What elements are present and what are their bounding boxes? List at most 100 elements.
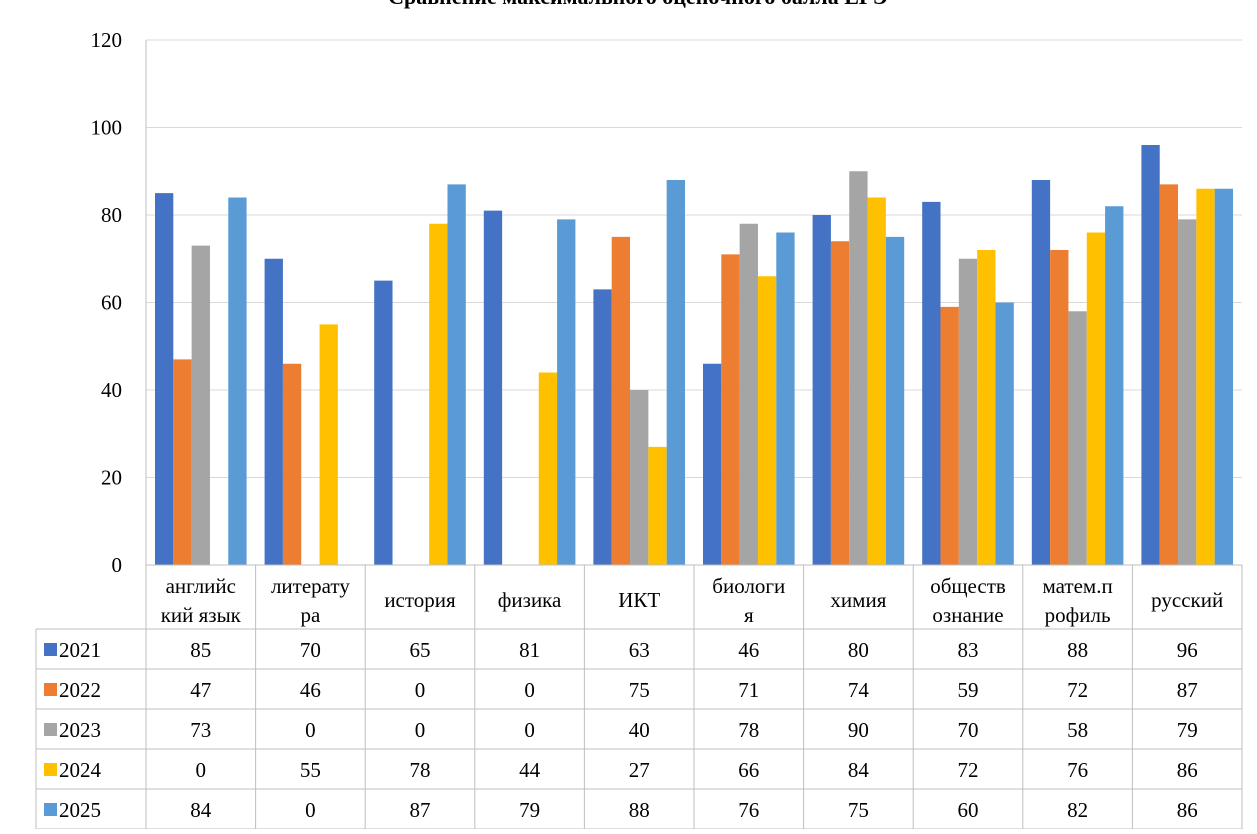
data-label: 0 xyxy=(524,718,535,742)
data-label: 0 xyxy=(415,678,426,702)
data-label: 86 xyxy=(1177,758,1198,782)
bar xyxy=(648,446,667,565)
x-tick-label: физика xyxy=(498,588,562,612)
data-table: английс кий язык литерату ра история физика ИК… xyxy=(35,564,1243,830)
data-label: 59 xyxy=(958,678,979,702)
x-tick-label: ИКТ xyxy=(618,588,660,612)
bar xyxy=(757,276,777,565)
data-label: 76 xyxy=(738,798,759,822)
data-label: 0 xyxy=(524,678,535,702)
y-tick-label: 60 xyxy=(101,291,122,315)
data-label: 63 xyxy=(629,638,650,662)
data-label: 73 xyxy=(190,718,211,742)
data-label: 84 xyxy=(848,758,870,782)
data-label: 88 xyxy=(1067,638,1088,662)
bar xyxy=(1178,219,1197,565)
data-label: 0 xyxy=(305,798,316,822)
data-label: 88 xyxy=(629,798,650,822)
bar xyxy=(1196,188,1215,565)
data-label: 55 xyxy=(300,758,321,782)
bar xyxy=(1050,250,1069,565)
bar xyxy=(977,250,996,565)
data-label: 78 xyxy=(410,758,431,782)
legend-label: 2025 xyxy=(59,798,101,822)
data-label: 86 xyxy=(1177,798,1198,822)
chart-title: Сравнение максимального оценочного балла… xyxy=(388,0,888,9)
data-label: 70 xyxy=(300,638,321,662)
bar xyxy=(173,359,192,565)
data-label: 79 xyxy=(519,798,540,822)
x-tick-label: ознание xyxy=(932,603,1003,627)
legend-swatch xyxy=(44,683,57,696)
legend-swatch xyxy=(44,763,57,776)
data-label: 47 xyxy=(190,678,211,702)
data-label: 40 xyxy=(629,718,650,742)
bar xyxy=(282,363,302,565)
bar xyxy=(1105,206,1124,565)
y-tick-label: 80 xyxy=(101,203,122,227)
data-label: 81 xyxy=(519,638,540,662)
bar xyxy=(538,372,558,565)
data-label: 80 xyxy=(848,638,869,662)
data-label: 75 xyxy=(848,798,869,822)
bar xyxy=(849,171,868,565)
data-label: 71 xyxy=(738,678,759,702)
data-label: 60 xyxy=(958,798,979,822)
bar xyxy=(483,210,503,565)
bar xyxy=(593,289,612,565)
y-tick-label: 20 xyxy=(101,466,122,490)
legend-label: 2023 xyxy=(59,718,101,742)
bar xyxy=(922,201,941,565)
bar xyxy=(264,258,283,565)
data-label: 0 xyxy=(196,758,207,782)
x-tick-label: биологи xyxy=(712,574,785,598)
data-label: 84 xyxy=(190,798,212,822)
legend-swatch xyxy=(44,803,57,816)
data-label: 58 xyxy=(1067,718,1088,742)
x-tick-label: кий язык xyxy=(161,603,242,627)
x-tick-label: история xyxy=(384,588,456,612)
data-label: 79 xyxy=(1177,718,1198,742)
data-label: 0 xyxy=(415,718,426,742)
bar xyxy=(958,258,978,565)
axes: 0 20 40 60 80 100 120 xyxy=(91,28,147,577)
bar xyxy=(1214,188,1233,565)
y-tick-label: 0 xyxy=(112,553,123,577)
data-label: 0 xyxy=(305,718,316,742)
bar xyxy=(557,219,576,565)
bar xyxy=(191,245,210,565)
x-tick-label: ра xyxy=(300,603,321,627)
x-tick-label: я xyxy=(744,603,754,627)
bar xyxy=(447,184,466,565)
bar xyxy=(374,280,393,565)
legend-swatch xyxy=(44,643,57,656)
bar xyxy=(155,193,174,565)
y-tick-label: 120 xyxy=(91,28,123,52)
x-tick-label: русский xyxy=(1151,588,1223,612)
bars xyxy=(155,145,1233,565)
bar xyxy=(228,197,247,565)
x-tick-label: литерату xyxy=(271,574,350,598)
legend-swatch xyxy=(44,723,57,736)
data-label: 82 xyxy=(1067,798,1088,822)
x-tick-label: химия xyxy=(830,588,886,612)
bar xyxy=(630,390,649,565)
legend-label: 2021 xyxy=(59,638,101,662)
bar xyxy=(1159,184,1179,565)
x-tick-label: английс xyxy=(166,574,236,598)
bar xyxy=(703,363,722,565)
legend-label: 2022 xyxy=(59,678,101,702)
x-tick-label: рофиль xyxy=(1045,603,1111,627)
bar xyxy=(319,324,338,565)
data-label: 72 xyxy=(1067,678,1088,702)
bar xyxy=(940,306,959,565)
bar xyxy=(666,180,685,565)
data-label: 90 xyxy=(848,718,869,742)
data-label: 46 xyxy=(300,678,321,702)
x-tick-label: матем.п xyxy=(1042,574,1112,598)
bar xyxy=(995,302,1014,565)
data-label: 74 xyxy=(848,678,870,702)
y-tick-label: 100 xyxy=(91,116,123,140)
bar xyxy=(812,215,831,565)
